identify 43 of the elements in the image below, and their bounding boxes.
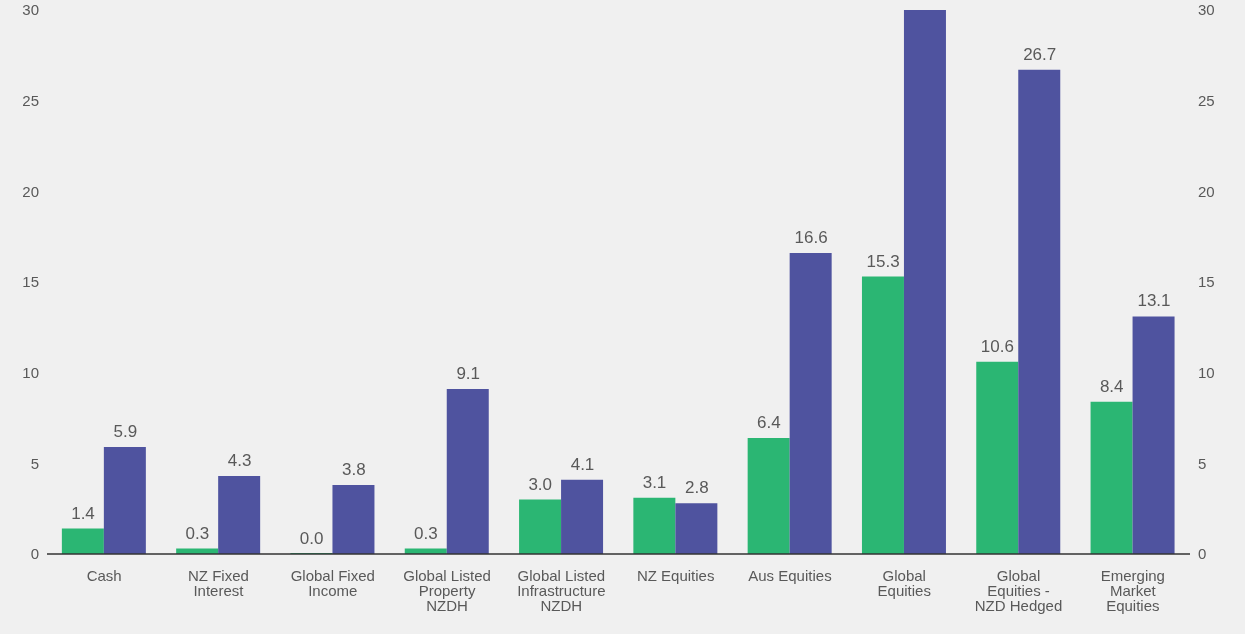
- y-tick-label: 30: [22, 1, 39, 19]
- x-tick-label: Global Equities - NZD Hedged: [974, 566, 1063, 614]
- data-label: 6.4: [756, 412, 781, 432]
- y2-tick-label: 0: [1198, 545, 1207, 563]
- data-label: 1.4: [71, 503, 95, 523]
- data-label: 9.1: [456, 363, 481, 383]
- data-label: 4.1: [570, 454, 595, 474]
- data-label: 5.9: [113, 422, 138, 442]
- data-label: 10.6: [980, 336, 1014, 356]
- data-label: 3.1: [642, 472, 667, 492]
- x-tick-label: Emerging Market Equities: [1100, 566, 1165, 614]
- data-label: 3.8: [342, 460, 366, 480]
- y2-tick-label: 30: [1198, 1, 1215, 19]
- data-label: 0.3: [414, 523, 438, 543]
- data-label: 3.0: [528, 474, 553, 494]
- x-tick-label: NZ Equities: [636, 566, 715, 584]
- y-tick-label: 25: [22, 91, 39, 109]
- data-label: 4.3: [227, 451, 252, 471]
- data-label: 8.4: [1099, 376, 1124, 396]
- y-tick-label: 20: [22, 182, 39, 200]
- x-tick-label: Global Listed Infrastructure NZDH: [517, 566, 606, 614]
- data-label: 13.1: [1137, 291, 1171, 311]
- y2-tick-label: 25: [1198, 91, 1215, 109]
- data-label: 0.3: [185, 523, 210, 543]
- x-tick-label: Global Fixed Income: [290, 566, 375, 599]
- y-tick-label: 15: [22, 273, 39, 291]
- x-tick-label: Global Listed Property NZDH: [403, 566, 491, 614]
- y-tick-label: 0: [30, 545, 39, 563]
- data-label: 2.8: [684, 478, 709, 498]
- data-label: 26.7: [1023, 44, 1057, 64]
- y2-tick-label: 10: [1198, 363, 1215, 381]
- y-tick-label: 10: [22, 363, 39, 381]
- x-tick-label: NZ Fixed Interest: [188, 566, 249, 599]
- x-tick-label: Global Equities: [877, 566, 931, 599]
- y2-tick-label: 20: [1198, 182, 1215, 200]
- data-label: 16.6: [794, 227, 828, 247]
- x-tick-label: Aus Equities: [748, 566, 832, 584]
- data-label: 15.3: [866, 251, 900, 271]
- y-tick-label: 5: [30, 454, 39, 472]
- x-tick-label: Cash: [86, 566, 122, 584]
- y2-tick-label: 5: [1198, 454, 1207, 472]
- y2-tick-label: 15: [1198, 273, 1215, 291]
- data-label: 0.0: [299, 529, 324, 548]
